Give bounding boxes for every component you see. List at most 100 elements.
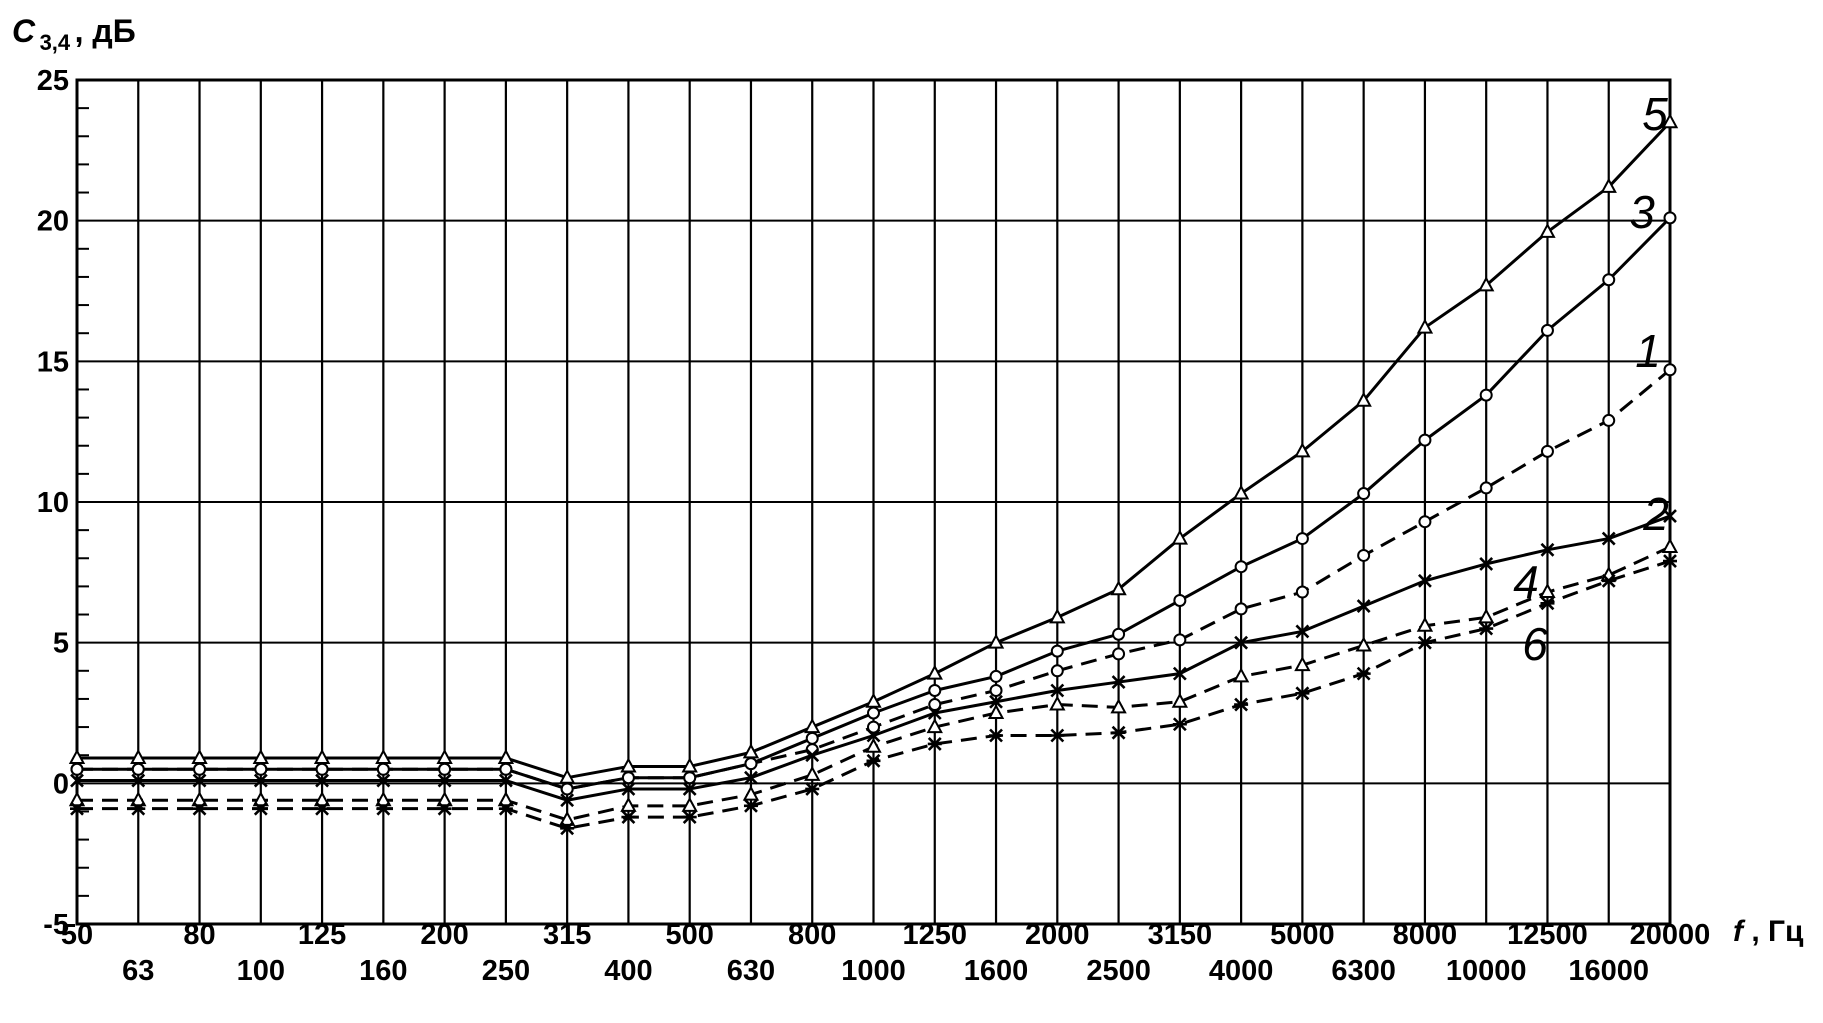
x-tick-label: 80 xyxy=(183,919,215,951)
cross-marker-shape xyxy=(621,782,636,796)
x-axis-label: f , Гц xyxy=(1733,915,1804,948)
cross-marker-shape xyxy=(1663,509,1677,523)
asterisk-marker xyxy=(1540,596,1555,611)
x-tick-label: 4000 xyxy=(1209,955,1274,987)
circle-marker xyxy=(315,762,329,776)
triangle-marker-shape xyxy=(313,791,331,807)
circle-marker-shape xyxy=(744,757,758,771)
circle-marker-shape xyxy=(805,731,819,745)
circle-marker xyxy=(1234,560,1248,574)
circle-marker xyxy=(928,698,942,712)
triangle-marker xyxy=(436,791,453,807)
triangle-marker-shape xyxy=(987,633,1005,649)
circle-marker xyxy=(928,683,942,697)
triangle-marker-shape xyxy=(313,748,331,765)
circle-marker xyxy=(1663,211,1677,225)
cross-marker xyxy=(498,773,513,788)
triangle-marker xyxy=(1294,442,1311,458)
triangle-marker xyxy=(313,791,331,807)
circle-marker xyxy=(1479,481,1493,495)
circle-marker-shape xyxy=(989,669,1003,683)
triangle-marker xyxy=(558,810,576,826)
x-tick-label: 16000 xyxy=(1568,955,1649,987)
cross-marker xyxy=(70,773,84,788)
circle-marker-shape xyxy=(989,683,1003,697)
asterisk-marker xyxy=(1663,554,1677,568)
triangle-marker-shape xyxy=(1478,608,1495,624)
triangle-marker xyxy=(681,757,698,773)
asterisk-marker-shape xyxy=(1601,573,1616,588)
cross-marker xyxy=(1172,666,1187,681)
circle-marker xyxy=(1540,444,1554,458)
cross-marker-shape xyxy=(70,773,84,788)
y-axis-label-main: C xyxy=(12,13,36,49)
asterisk-marker xyxy=(1417,635,1432,650)
cross-marker xyxy=(866,728,881,743)
triangle-marker-shape xyxy=(68,748,86,765)
x-tick-label: 1600 xyxy=(964,955,1029,987)
circle-marker-shape xyxy=(1173,633,1187,647)
triangle-marker-shape xyxy=(1110,698,1127,714)
circle-marker-shape xyxy=(1663,363,1677,377)
triangle-marker-shape xyxy=(375,748,392,765)
triangle-marker-shape xyxy=(1110,580,1127,596)
x-tick-label: 160 xyxy=(359,955,407,987)
triangle-marker xyxy=(68,791,86,807)
asterisk-marker xyxy=(1479,621,1494,636)
triangle-marker xyxy=(804,717,821,734)
cross-marker xyxy=(1418,573,1432,588)
series-4 xyxy=(68,537,1679,826)
asterisk-marker xyxy=(621,810,636,825)
x-tick-label: 10000 xyxy=(1446,955,1527,987)
cross-marker xyxy=(989,694,1003,709)
triangle-marker-shape xyxy=(1294,442,1311,458)
triangle-marker-shape xyxy=(1232,484,1250,500)
cross-marker xyxy=(805,748,820,763)
triangle-marker-shape xyxy=(1355,636,1372,652)
asterisk-marker-shape xyxy=(682,810,697,825)
asterisk-marker xyxy=(1172,717,1187,732)
x-tick-label: 50 xyxy=(61,919,93,951)
triangle-marker xyxy=(926,717,943,734)
triangle-marker-shape xyxy=(130,748,147,765)
y-tick-label: 0 xyxy=(53,768,69,800)
triangle-marker-shape xyxy=(804,765,821,781)
triangle-marker-shape xyxy=(1049,695,1066,711)
cross-marker xyxy=(437,773,452,788)
triangle-marker xyxy=(1539,222,1556,238)
cross-marker-shape xyxy=(1601,531,1616,546)
asterisk-marker xyxy=(70,801,84,816)
circle-marker xyxy=(1173,633,1187,647)
cross-marker-shape xyxy=(989,694,1003,709)
circle-marker-shape xyxy=(1418,433,1432,447)
triangle-marker-shape xyxy=(865,692,882,708)
asterisk-marker-shape xyxy=(437,801,452,816)
circle-marker-shape xyxy=(867,720,880,734)
curve-label-3: 3 xyxy=(1629,186,1655,238)
circle-marker xyxy=(621,771,635,785)
circle-marker-shape xyxy=(928,698,942,712)
triangle-marker xyxy=(865,737,882,753)
triangle-marker-shape xyxy=(1294,656,1311,672)
triangle-marker xyxy=(1171,692,1189,708)
x-axis-label-unit: , Гц xyxy=(1751,915,1804,948)
circle-marker-shape xyxy=(1479,481,1493,495)
asterisk-marker-shape xyxy=(131,801,146,816)
cross-marker-shape xyxy=(131,773,146,788)
asterisk-marker xyxy=(1050,728,1065,743)
circle-marker-shape xyxy=(1540,444,1554,458)
triangle-marker-shape xyxy=(497,748,515,765)
triangle-marker-shape xyxy=(191,748,208,765)
triangle-marker-shape xyxy=(681,757,698,773)
circle-marker-shape xyxy=(1234,560,1248,574)
triangle-marker-shape xyxy=(1539,582,1556,599)
x-tick-label: 2500 xyxy=(1086,955,1151,987)
asterisk-marker xyxy=(560,821,575,836)
circle-marker-shape xyxy=(928,683,942,697)
asterisk-marker xyxy=(805,782,820,796)
triangle-marker-shape xyxy=(1171,529,1189,545)
cross-marker-shape xyxy=(315,773,329,788)
triangle-marker-shape xyxy=(1600,177,1617,193)
circle-marker xyxy=(989,683,1003,697)
circle-marker-shape xyxy=(131,762,145,776)
